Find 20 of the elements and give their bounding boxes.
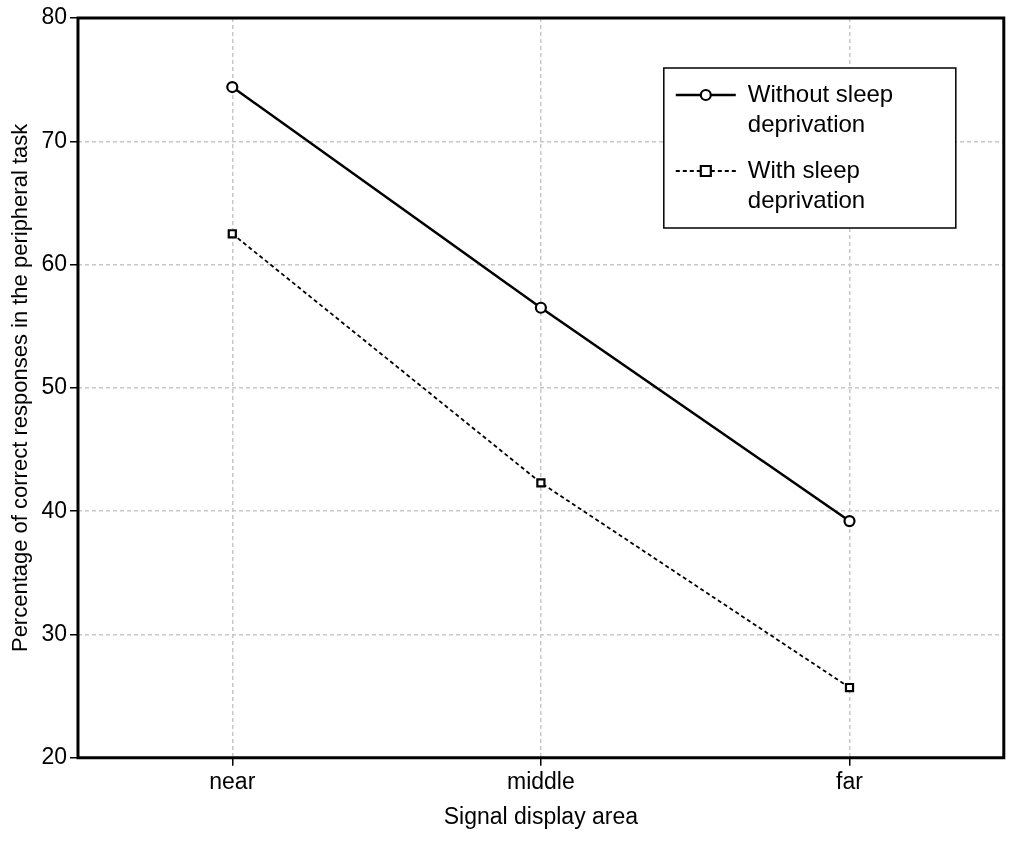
- point: [534, 301, 547, 314]
- y-tick-label: 40: [41, 496, 67, 523]
- point: [227, 229, 237, 239]
- y-tick-label: 80: [41, 3, 67, 30]
- y-axis-title: Percentage of correct responses in the peripheral task: [7, 122, 33, 653]
- point: [844, 682, 855, 693]
- point: [843, 514, 856, 528]
- y-tick-label: 20: [41, 743, 67, 770]
- x-axis-title: Signal display area: [443, 802, 639, 829]
- point: [536, 478, 546, 488]
- y-tick-label: 70: [41, 126, 67, 153]
- y-tick-label: 60: [41, 249, 67, 276]
- y-tick-label: 50: [41, 373, 67, 400]
- x-tick-label: far: [836, 767, 864, 794]
- point: [226, 80, 239, 94]
- legend-label: Without sleep deprivation: [747, 79, 894, 137]
- y-tick-label: 30: [41, 619, 67, 646]
- x-tick-label: middle: [507, 767, 575, 794]
- legend-label: With sleep deprivation: [747, 155, 866, 213]
- x-tick-label: near: [209, 767, 256, 794]
